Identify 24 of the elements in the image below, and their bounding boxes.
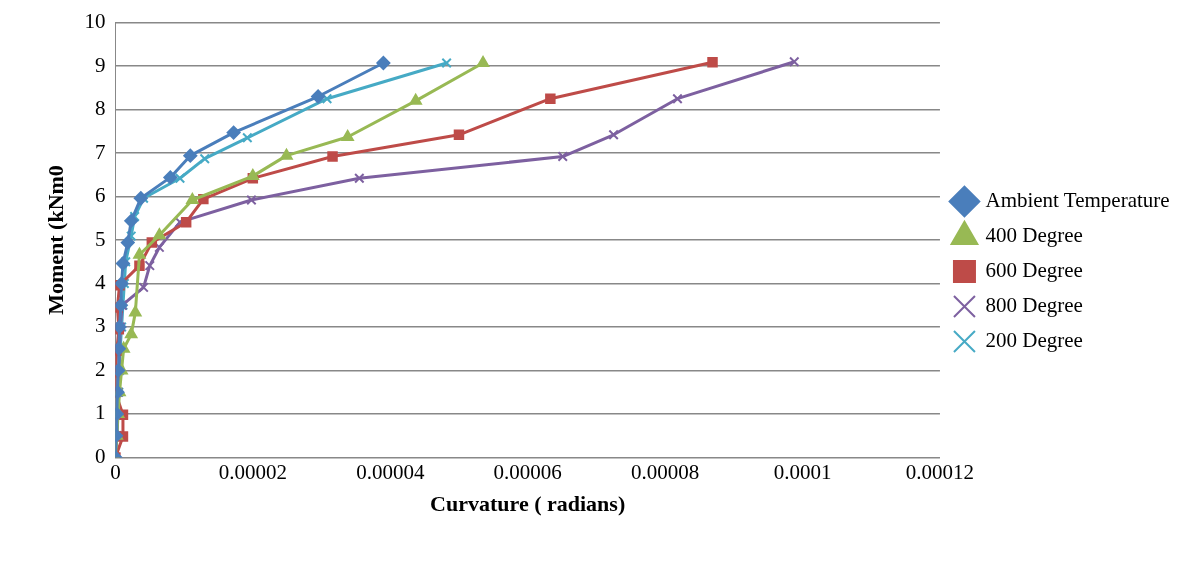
x-tick-label: 0.00008 [630,459,700,484]
x-tick-label: 0.00006 [493,459,562,484]
x-tick-label: 0.00002 [218,459,287,484]
y-tick-label: 2 [94,356,106,381]
y-tick-label: 6 [94,183,106,208]
y-axis-title: Moment (kNm0 [42,165,68,315]
x-tick-label: 0.00012 [905,459,975,484]
y-tick-label: 8 [94,96,106,121]
y-tick-label: 0 [94,443,106,468]
x-axis-title: Curvature ( radians) [430,491,626,517]
legend-label: 600 Degree [985,258,1083,283]
y-tick-label: 4 [94,270,106,294]
y-tick-label: 7 [94,139,106,164]
y-tick-label: 3 [94,313,106,338]
x-tick-label: 0.0001 [773,459,832,484]
legend-label: 800 Degree [985,293,1083,318]
y-tick-label: 9 [94,52,106,77]
y-tick-label: 5 [94,226,106,251]
legend-label: Ambient Temperature [985,188,1170,213]
legend-label: 200 Degree [985,328,1083,353]
y-tick-label: 10 [84,9,106,34]
y-tick-label: 1 [94,400,106,425]
legend-label: 400 Degree [985,223,1083,248]
x-tick-label: 0.00004 [356,459,425,484]
